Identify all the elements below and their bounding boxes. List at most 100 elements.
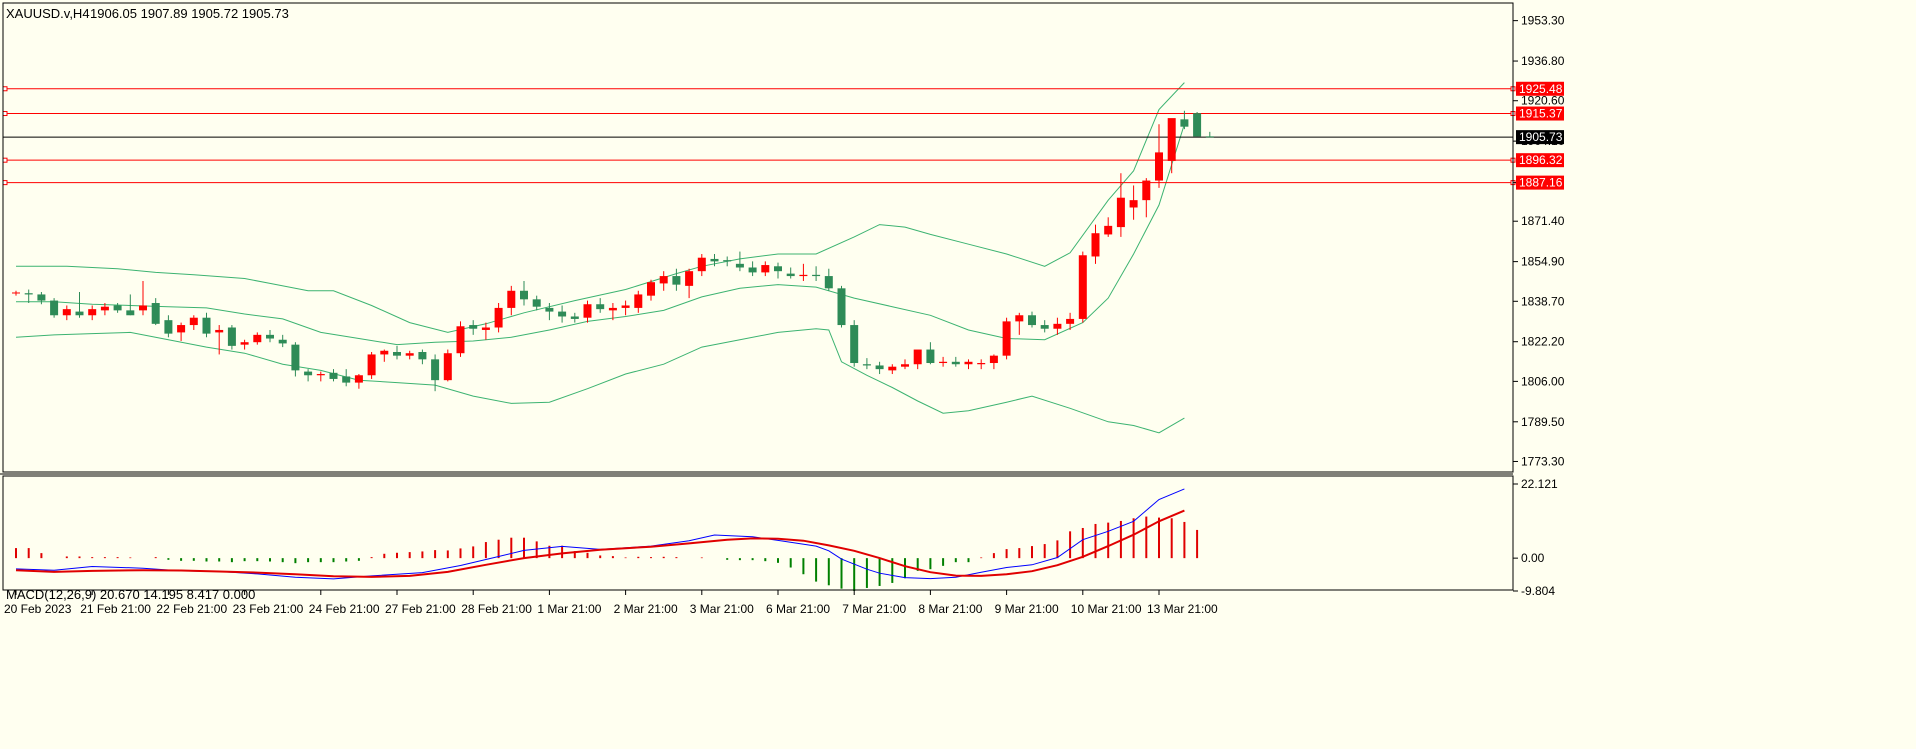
candle-body[interactable] [824,276,833,289]
candle-body[interactable] [291,344,300,371]
candle-body[interactable] [126,310,135,316]
candle-body[interactable] [418,351,427,360]
candle-body[interactable] [1040,325,1049,329]
candle-body[interactable] [596,304,605,310]
macd-panel[interactable] [15,488,1199,591]
candle-body[interactable] [62,309,71,316]
candle-body[interactable] [951,361,960,365]
candle-body[interactable] [100,306,109,311]
level-handle-left[interactable] [2,157,8,163]
candle-body[interactable] [342,376,351,383]
candle-body[interactable] [875,365,884,370]
candle-body[interactable] [888,366,897,371]
candle-body[interactable] [469,325,478,329]
level-handle-left[interactable] [2,111,8,117]
candle-body[interactable] [481,327,490,330]
candle-body[interactable] [634,294,643,308]
candle-body[interactable] [1155,152,1163,181]
candle-body[interactable] [901,364,909,367]
candle-body[interactable] [1002,321,1011,356]
candle-body[interactable] [202,317,211,334]
candle-body[interactable] [227,327,236,346]
candle-body[interactable] [812,274,821,277]
candle-body[interactable] [177,325,186,333]
candle-body[interactable] [647,282,655,296]
candle-body[interactable] [1091,233,1100,257]
candle-body[interactable] [113,305,122,311]
candle-body[interactable] [494,307,503,328]
candle-body[interactable] [799,274,808,277]
candle-body[interactable] [672,276,681,285]
candle-body[interactable] [215,329,224,333]
candle-body[interactable] [240,342,249,345]
candle-body[interactable] [75,311,84,316]
candle-body[interactable] [443,353,452,381]
candle-body[interactable] [88,309,97,316]
candle-body[interactable] [507,290,516,308]
candle-body[interactable] [774,266,782,272]
candle-body[interactable] [1180,119,1189,127]
candle-body[interactable] [964,361,973,365]
candle-body[interactable] [278,339,287,344]
candle-body[interactable] [50,300,59,316]
candle-body[interactable] [621,305,630,308]
candle-body[interactable] [850,325,859,364]
candle-body[interactable] [786,273,795,277]
candle-body[interactable] [710,258,719,262]
candle-body[interactable] [405,353,414,356]
candle-body[interactable] [723,260,732,262]
candle-body[interactable] [354,375,363,383]
candle-body[interactable] [685,271,694,286]
candle-body[interactable] [1028,315,1036,326]
candle-body[interactable] [189,317,198,326]
candle-body[interactable] [1142,180,1151,201]
candle-body[interactable] [697,257,706,272]
candle-body[interactable] [253,334,262,343]
candle-body[interactable] [735,263,744,268]
candle-body[interactable] [151,303,160,324]
candle-body[interactable] [558,311,567,317]
candle-body[interactable] [431,359,440,381]
candle-body[interactable] [520,290,528,300]
candle-body[interactable] [570,316,579,319]
candle-body[interactable] [380,350,389,355]
candle-body[interactable] [164,320,173,334]
candle-body[interactable] [1015,315,1024,322]
candle-body[interactable] [608,307,617,311]
candle-body[interactable] [1167,118,1176,161]
candle-body[interactable] [989,355,998,364]
candle-body[interactable] [926,349,935,364]
candle-body[interactable] [862,364,871,366]
level-handle-left[interactable] [2,86,8,92]
candle-body[interactable] [393,351,401,356]
candle-body[interactable] [837,288,846,326]
candle-body[interactable] [545,307,554,312]
candle-body[interactable] [1053,323,1062,329]
candle-body[interactable] [1116,197,1125,228]
candle-body[interactable] [748,267,757,273]
candle-body[interactable] [532,299,541,307]
candle-body[interactable] [977,363,986,365]
candle-body[interactable] [367,354,376,376]
main-price-panel[interactable] [2,82,1516,434]
candle-body[interactable] [316,374,325,376]
candle-body[interactable] [1129,200,1138,208]
candle-body[interactable] [1066,318,1075,324]
candle-body[interactable] [24,293,33,295]
candle-body[interactable] [37,294,46,301]
level-handle-left[interactable] [2,180,8,186]
candle-body[interactable] [1193,113,1202,137]
candle-body[interactable] [266,334,274,339]
candle-body[interactable] [761,265,770,273]
candle-body[interactable] [939,361,948,364]
candle-body[interactable] [12,292,20,294]
candle-body[interactable] [583,304,592,318]
candle-body[interactable] [913,349,922,365]
candle-body[interactable] [1205,136,1214,138]
candle-body[interactable] [329,372,338,379]
candle-body[interactable] [659,276,668,284]
candle-body[interactable] [1104,225,1113,235]
candle-body[interactable] [1078,255,1087,319]
candle-body[interactable] [139,305,147,311]
